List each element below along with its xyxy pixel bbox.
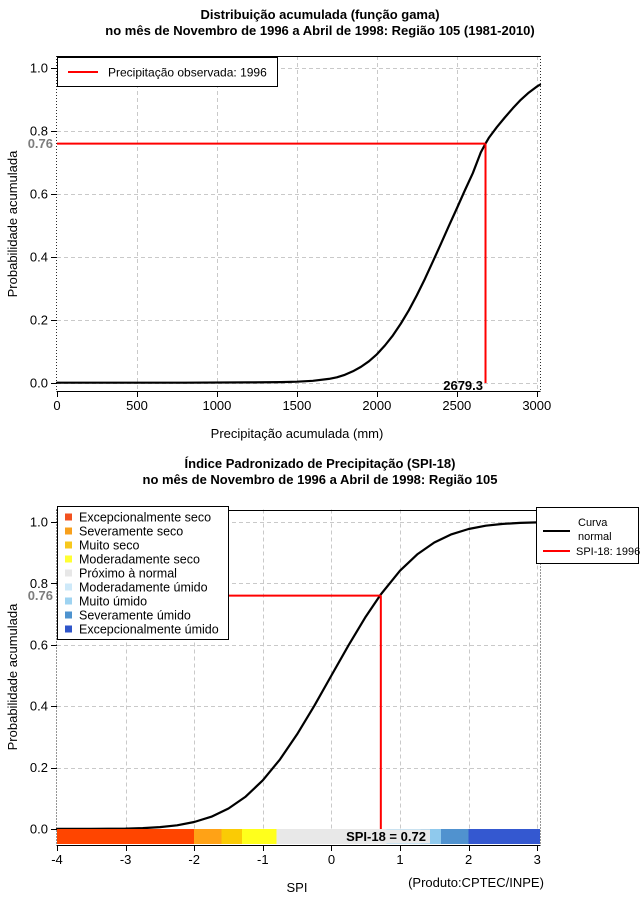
chart1-probability-annotation: 0.76 [28, 136, 53, 151]
y-tick-label: 0.4 [30, 250, 48, 265]
spi-legend-label: SPI-18: 1996 [576, 546, 640, 558]
spi-category-band [194, 829, 222, 844]
gamma-cdf-chart: 0 500 1000 1500 2000 2500 3000 0.0 0.2 0.4 0.6 0.8 1… [5, 7, 551, 441]
cdf-curve [55, 83, 542, 384]
legend-color-swatch [65, 611, 72, 619]
x-tick-label: 2500 [442, 398, 471, 413]
legend-color-swatch [65, 555, 72, 563]
legend-color-swatch [65, 527, 72, 535]
x-tick-label: -1 [257, 852, 269, 867]
legend-category-label: Severamente seco [79, 525, 183, 539]
legend-category-label: Moderadamente seco [79, 553, 200, 567]
chart1-gridlines [57, 56, 540, 391]
y-tick-label: 0.2 [30, 313, 48, 328]
x-tick-label: 500 [126, 398, 148, 413]
chart1-curve-group [55, 83, 542, 384]
spi-category-band [57, 829, 195, 844]
y-tick-label: 1.0 [30, 515, 48, 530]
x-tick-label: -3 [120, 852, 132, 867]
x-tick-label: -4 [51, 852, 63, 867]
legend-color-swatch [65, 569, 72, 577]
x-tick-label: 1500 [282, 398, 311, 413]
chart1-title-line2: no mês de Novembro de 1996 a Abril de 19… [105, 23, 534, 38]
chart2-ylabel: Probabilidade acumulada [5, 603, 20, 750]
chart1-observed-marker [57, 142, 487, 383]
legend-category-label: Muito úmido [79, 595, 147, 609]
chart2-axis-ticks: -4 -3 -2 -1 0 1 2 3 0.0 0.2 0.4 0.6 0.8 1.0 [30, 515, 541, 868]
normal-curve-label-line1: Curva [578, 517, 608, 529]
spi-category-band [242, 829, 277, 844]
legend-color-swatch [65, 597, 72, 605]
y-tick-label: 0.6 [30, 637, 48, 652]
spi-value-badge-bg [342, 829, 430, 844]
y-tick-label: 1.0 [30, 61, 48, 76]
chart1-legend: Precipitação observada: 1996 [57, 57, 278, 87]
chart1-ylabel: Probabilidade acumulada [5, 150, 20, 297]
chart2-title-line1: Índice Padronizado de Precipitação (SPI-… [185, 456, 456, 471]
chart1-xlabel: Precipitação acumulada (mm) [211, 426, 384, 441]
spi-category-colorbar [57, 829, 540, 844]
chart1-value-annotation: 2679.3 [443, 378, 483, 393]
cdf-curve [55, 521, 542, 830]
chart2-probability-annotation: 0.76 [28, 588, 53, 603]
x-tick-label: 1 [396, 852, 403, 867]
legend-color-swatch [65, 625, 72, 633]
x-tick-label: 0 [328, 852, 335, 867]
chart2-title-line2: no mês de Novembro de 1996 a Abril de 19… [143, 472, 498, 487]
y-tick-label: 0.8 [30, 576, 48, 591]
spi-category-band [468, 829, 540, 844]
x-tick-label: 2000 [362, 398, 391, 413]
legend-category-label: Excepcionalmente úmido [79, 623, 219, 637]
spi-value-badge: SPI-18 = 0.72 [342, 829, 430, 844]
spi-category-band [221, 829, 243, 844]
legend-category-label: Severamente úmido [79, 609, 191, 623]
y-tick-label: 0.0 [30, 822, 48, 837]
y-tick-label: 0.8 [30, 124, 48, 139]
x-tick-label: 2 [465, 852, 472, 867]
legend-category-label: Excepcionalmente seco [79, 511, 211, 525]
x-tick-label: 3000 [522, 398, 551, 413]
x-tick-label: 1000 [202, 398, 231, 413]
chart2-curve-group [55, 521, 542, 830]
legend-category-label: Moderadamente úmido [79, 581, 208, 595]
categories-legend-box [57, 506, 229, 640]
chart1-title-line1: Distribuição acumulada (função gama) [200, 7, 439, 22]
spi-cdf-chart: SPI-18 = 0.72 -4 -3 -2 -1 0 1 2 3 0.0 0.2 0.4 0.6 0.… [5, 456, 640, 895]
normal-curve-label-line2: normal [578, 531, 612, 543]
legend-category-label: Próximo à normal [79, 567, 177, 581]
spi-category-band [441, 829, 469, 844]
legend-color-swatch [65, 583, 72, 591]
spi-value-annotation: SPI-18 = 0.72 [346, 829, 426, 844]
y-tick-label: 0.0 [30, 376, 48, 391]
chart2-xlabel: SPI [287, 880, 308, 895]
x-tick-label: -2 [188, 852, 200, 867]
x-tick-label: 3 [534, 852, 541, 867]
curves-legend: Curva normal SPI-18: 1996 [536, 507, 640, 564]
y-tick-label: 0.6 [30, 187, 48, 202]
legend-category-label: Muito seco [79, 539, 139, 553]
curves-legend-box [536, 507, 639, 564]
y-tick-label: 0.2 [30, 760, 48, 775]
y-tick-label: 0.4 [30, 699, 48, 714]
legend-color-swatch [65, 513, 72, 521]
chart1-legend-label: Precipitação observada: 1996 [108, 66, 267, 80]
legend-color-swatch [65, 541, 72, 549]
chart1-axis-ticks: 0 500 1000 1500 2000 2500 3000 0.0 0.2 0.4 0.6 0.8 1… [30, 61, 551, 414]
x-tick-label: 0 [53, 398, 60, 413]
chart2-source-credit: (Produto:CPTEC/INPE) [408, 875, 544, 890]
chart1-frame [56, 56, 541, 392]
